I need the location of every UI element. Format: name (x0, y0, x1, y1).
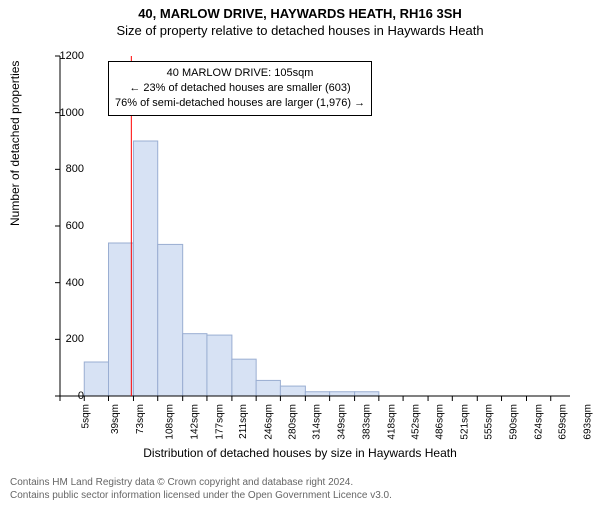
bar (330, 392, 355, 396)
y-tick-label: 400 (66, 277, 84, 289)
x-tick-label: 39sqm (110, 404, 121, 434)
bar (109, 243, 134, 396)
y-tick-label: 800 (66, 163, 84, 175)
y-tick-label: 0 (78, 390, 84, 402)
x-tick-label: 73sqm (135, 404, 146, 434)
y-tick-label: 1000 (60, 107, 84, 119)
bar (133, 141, 157, 396)
title-sub: Size of property relative to detached ho… (0, 23, 600, 38)
title-main: 40, MARLOW DRIVE, HAYWARDS HEATH, RH16 3… (0, 6, 600, 21)
x-tick-label: 452sqm (410, 404, 421, 440)
bar (207, 335, 232, 396)
y-tick-label: 200 (66, 333, 84, 345)
x-tick-label: 418sqm (386, 404, 397, 440)
y-tick-label: 600 (66, 220, 84, 232)
x-tick-label: 624sqm (533, 404, 544, 440)
x-axis-label: Distribution of detached houses by size … (0, 446, 600, 460)
bar (232, 359, 256, 396)
x-tick-label: 659sqm (558, 404, 569, 440)
x-tick-label: 142sqm (189, 404, 200, 440)
x-tick-label: 521sqm (460, 404, 471, 440)
bar (305, 392, 329, 396)
x-tick-label: 280sqm (288, 404, 299, 440)
bar (158, 244, 183, 396)
bar (280, 386, 305, 396)
x-tick-label: 211sqm (238, 404, 249, 439)
bar (183, 334, 207, 396)
x-tick-label: 177sqm (214, 404, 225, 440)
info-line-1: 40 MARLOW DRIVE: 105sqm (115, 66, 365, 81)
info-line-3: 76% of semi-detached houses are larger (… (115, 96, 365, 111)
x-tick-label: 349sqm (337, 404, 348, 440)
y-tick-label: 1200 (60, 50, 84, 62)
x-tick-label: 486sqm (435, 404, 446, 440)
bar (256, 380, 280, 396)
x-tick-label: 383sqm (361, 404, 372, 440)
x-tick-label: 314sqm (312, 404, 323, 440)
x-tick-label: 108sqm (165, 404, 176, 440)
x-tick-label: 5sqm (80, 404, 91, 428)
footer-line-2: Contains public sector information licen… (10, 490, 392, 503)
info-box: 40 MARLOW DRIVE: 105sqm ← 23% of detache… (108, 61, 372, 116)
bar (84, 362, 108, 396)
x-tick-label: 555sqm (484, 404, 495, 440)
y-axis-label: Number of detached properties (8, 61, 22, 226)
bar (355, 392, 379, 396)
footer: Contains HM Land Registry data © Crown c… (10, 477, 392, 502)
footer-line-1: Contains HM Land Registry data © Crown c… (10, 477, 392, 490)
x-tick-label: 246sqm (263, 404, 274, 440)
x-tick-label: 590sqm (509, 404, 520, 440)
x-tick-label: 693sqm (582, 404, 593, 440)
info-line-2: ← 23% of detached houses are smaller (60… (115, 81, 365, 96)
